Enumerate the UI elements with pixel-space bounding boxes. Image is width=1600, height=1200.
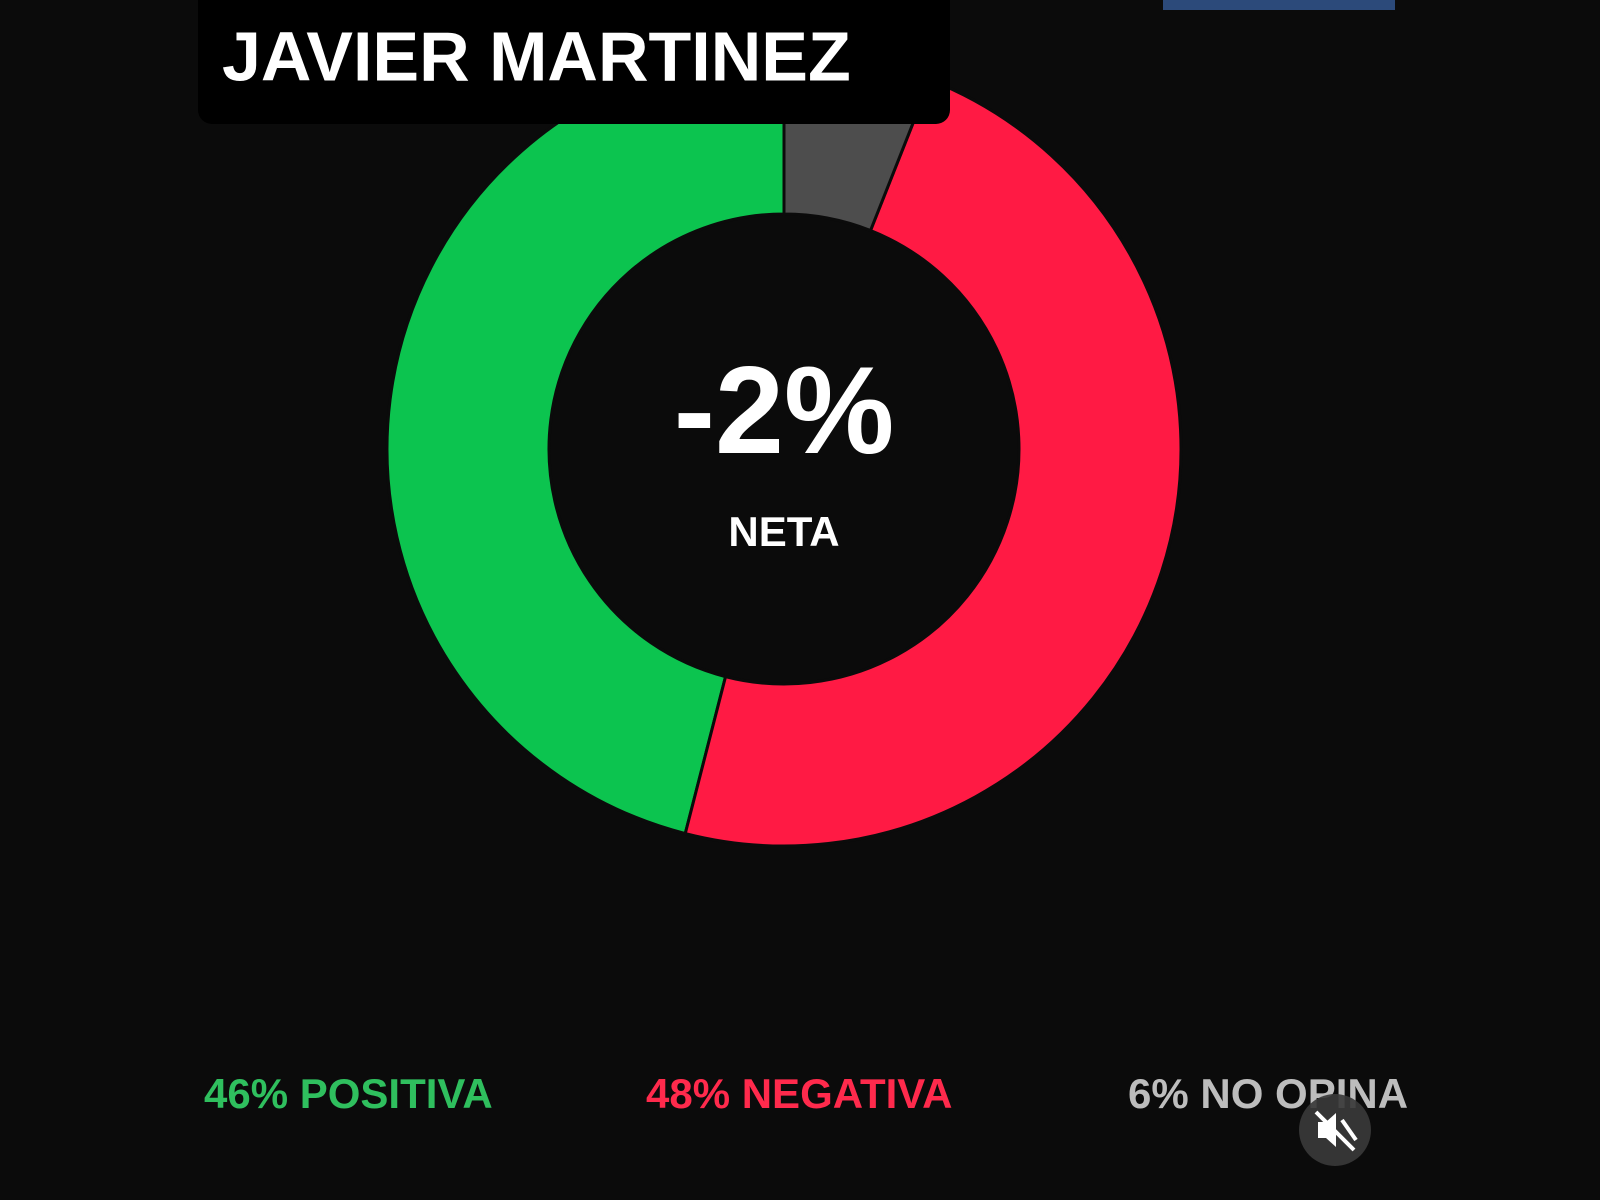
title-box xyxy=(198,0,950,124)
legend-label: 48% NEGATIVA xyxy=(646,1070,953,1117)
top-bar xyxy=(1163,0,1395,10)
net-label: NETA xyxy=(728,508,839,555)
legend-label: 46% POSITIVA xyxy=(204,1070,493,1117)
mute-icon xyxy=(1314,1110,1358,1152)
chart-title: JAVIER MARTINEZ xyxy=(222,17,851,95)
legend: 46% POSITIVA 48% NEGATIVA 6% NO OPINA xyxy=(204,1070,1408,1117)
net-value: -2% xyxy=(674,342,895,480)
donut-segment xyxy=(385,50,786,836)
donut-segment xyxy=(683,77,1183,848)
legend-label: 6% NO OPINA xyxy=(1128,1070,1408,1117)
